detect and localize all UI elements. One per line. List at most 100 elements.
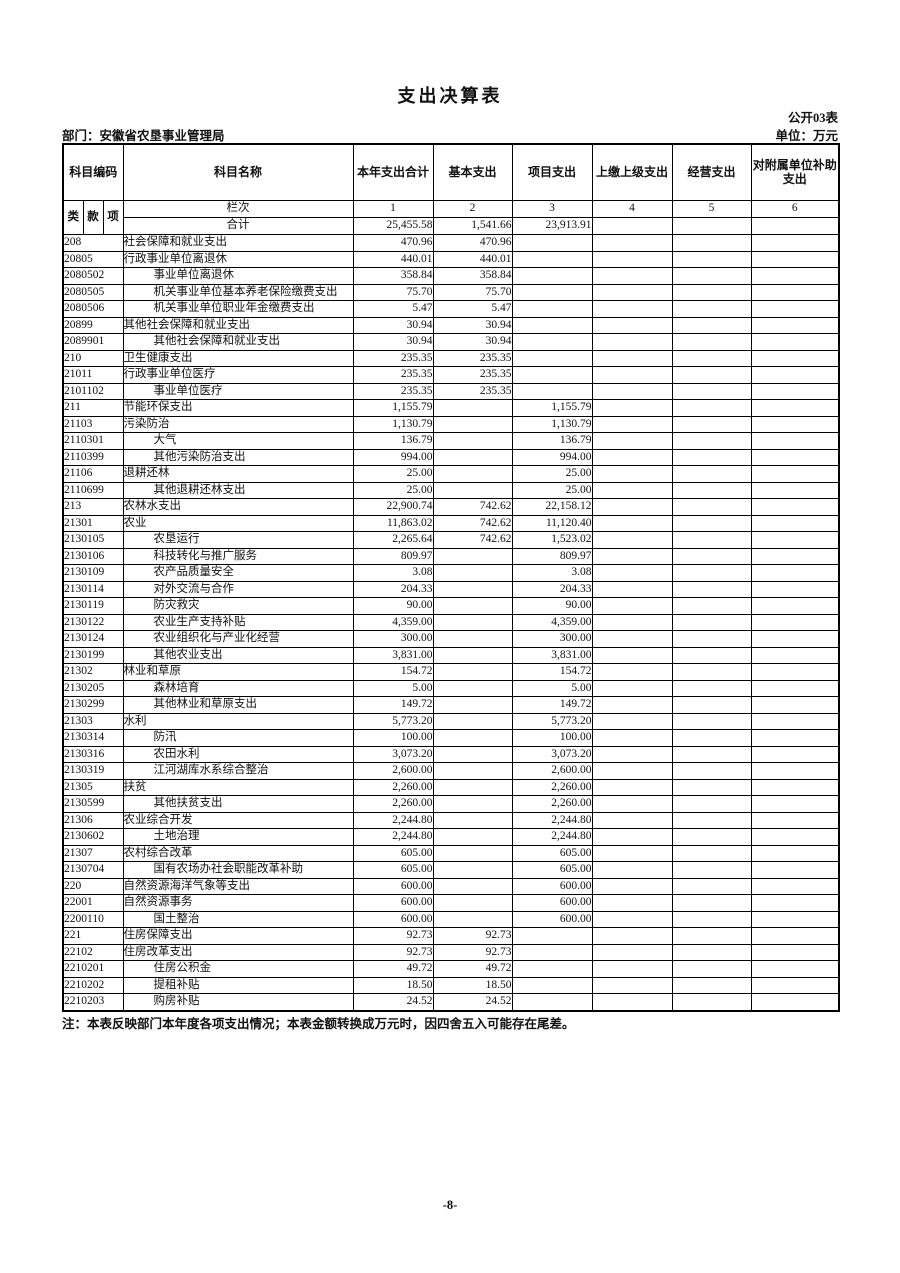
amount-cell (750, 283, 840, 301)
amount-cell: 2,260.00 (511, 795, 593, 813)
amount-cell: 470.96 (432, 234, 513, 252)
amount-cell: 300.00 (352, 630, 434, 648)
subject-code-cell: 2130106 (62, 547, 124, 565)
amount-cell (511, 943, 593, 961)
amount-cell (671, 316, 752, 334)
amount-cell (750, 696, 840, 714)
header-project-expenditure: 项目支出 (511, 143, 593, 201)
column-number: 3 (511, 200, 593, 218)
table-row: 2130124 农业组织化与产业化经营 300.00 300.00 (62, 630, 840, 648)
amount-cell (591, 613, 673, 631)
subject-name-cell: 对外交流与合作 (122, 580, 354, 598)
amount-cell (591, 580, 673, 598)
table-row: 220 自然资源海洋气象等支出 600.00 600.00 (62, 877, 840, 895)
table-row: 2130316 农田水利 3,073.20 3,073.20 (62, 745, 840, 763)
table-row: 2210201 住房公积金 49.72 49.72 (62, 960, 840, 978)
amount-cell: 358.84 (432, 267, 513, 285)
expenditure-table: 科目编码 科目名称 本年支出合计 基本支出 项目支出 上缴上级支出 经营支出 对… (62, 143, 841, 1012)
subject-name-cell: 国有农场办社会职能改革补助 (122, 861, 354, 879)
amount-cell (591, 630, 673, 648)
subject-code-cell: 22102 (62, 943, 124, 961)
amount-cell (432, 432, 513, 450)
amount-cell (432, 729, 513, 747)
amount-cell (511, 316, 593, 334)
amount-cell (432, 547, 513, 565)
subject-code-cell: 2200110 (62, 910, 124, 928)
table-row: 2130205 森林培育 5.00 5.00 (62, 679, 840, 697)
amount-cell (591, 597, 673, 615)
amount-cell (750, 498, 840, 516)
amount-cell (750, 712, 840, 730)
amount-cell (432, 844, 513, 862)
subject-name-cell: 购房补贴 (122, 993, 354, 1011)
amount-cell: 440.01 (432, 250, 513, 268)
amount-cell: 5,773.20 (511, 712, 593, 730)
subject-code-cell: 2210203 (62, 993, 124, 1011)
subject-code-cell: 21305 (62, 778, 124, 796)
subject-code-cell: 208 (62, 234, 124, 252)
amount-cell (432, 399, 513, 417)
amount-cell (432, 630, 513, 648)
amount-cell (591, 300, 673, 318)
page-title: 支出决算表 (397, 86, 503, 106)
subject-code-cell: 213 (62, 498, 124, 516)
table-row: 2130199 其他农业支出 3,831.00 3,831.00 (62, 646, 840, 664)
table-row: 21305 扶贫 2,260.00 2,260.00 (62, 778, 840, 796)
table-body: 208 社会保障和就业支出 470.96 470.96 20805 行政事业单位离退休 44… (62, 234, 840, 1011)
subject-name-cell: 机关事业单位基本养老保险缴费支出 (122, 283, 354, 301)
amount-cell: 49.72 (352, 960, 434, 978)
amount-cell: 1,155.79 (352, 399, 434, 417)
table-code-label: 公开03表 (787, 111, 838, 125)
department-label: 部门：安徽省农垦事业管理局 (62, 129, 225, 143)
amount-cell (591, 349, 673, 367)
subject-name-cell: 社会保障和就业支出 (122, 234, 354, 252)
amount-cell: 75.70 (352, 283, 434, 301)
total-row: 合计 25,455.58 1,541.66 23,913.91 (63, 217, 840, 235)
header-subsidy-expenditure: 对附属单位补助支出 (750, 143, 840, 201)
amount-cell (671, 712, 752, 730)
amount-cell (750, 943, 840, 961)
subject-code-cell: 2130105 (62, 531, 124, 549)
subject-name-cell: 事业单位离退休 (122, 267, 354, 285)
table-row: 2210202 提租补贴 18.50 18.50 (62, 976, 840, 994)
amount-cell: 136.79 (352, 432, 434, 450)
header-subject-code: 科目编码 (62, 143, 124, 201)
amount-cell (750, 250, 840, 268)
amount-cell (591, 894, 673, 912)
header-operating-expenditure: 经营支出 (671, 143, 752, 201)
amount-cell (750, 382, 840, 400)
subject-code-cell: 2130599 (62, 795, 124, 813)
amount-cell: 994.00 (511, 448, 593, 466)
amount-cell (671, 877, 752, 895)
amount-cell (591, 481, 673, 499)
subject-code-cell: 2110699 (62, 481, 124, 499)
amount-cell (671, 894, 752, 912)
subject-name-cell: 农业生产支持补贴 (122, 613, 354, 631)
amount-cell (671, 448, 752, 466)
subject-code-cell: 210 (62, 349, 124, 367)
amount-cell (750, 861, 840, 879)
subject-name-cell: 科技转化与推广服务 (122, 547, 354, 565)
table-row: 2130105 农垦运行 2,265.64 742.62 1,523.02 (62, 531, 840, 549)
subject-name-cell: 农垦运行 (122, 531, 354, 549)
subject-code-cell: 2110399 (62, 448, 124, 466)
table-row: 2101102 事业单位医疗 235.35 235.35 (62, 382, 840, 400)
column-number: 2 (432, 200, 513, 218)
amount-cell (671, 745, 752, 763)
amount-cell (591, 679, 673, 697)
amount-cell: 600.00 (352, 894, 434, 912)
amount-cell: 1,155.79 (511, 399, 593, 417)
amount-cell (750, 267, 840, 285)
subject-code-cell: 2130319 (62, 762, 124, 780)
amount-cell: 75.70 (432, 283, 513, 301)
amount-cell (750, 613, 840, 631)
amount-cell (750, 877, 840, 895)
amount-cell (671, 234, 752, 252)
subject-name-cell: 其他林业和草原支出 (122, 696, 354, 714)
amount-cell (511, 960, 593, 978)
page-number: -8- (442, 1198, 458, 1212)
amount-cell: 742.62 (432, 498, 513, 516)
amount-cell: 92.73 (432, 927, 513, 945)
amount-cell: 92.73 (352, 943, 434, 961)
amount-cell: 1,523.02 (511, 531, 593, 549)
